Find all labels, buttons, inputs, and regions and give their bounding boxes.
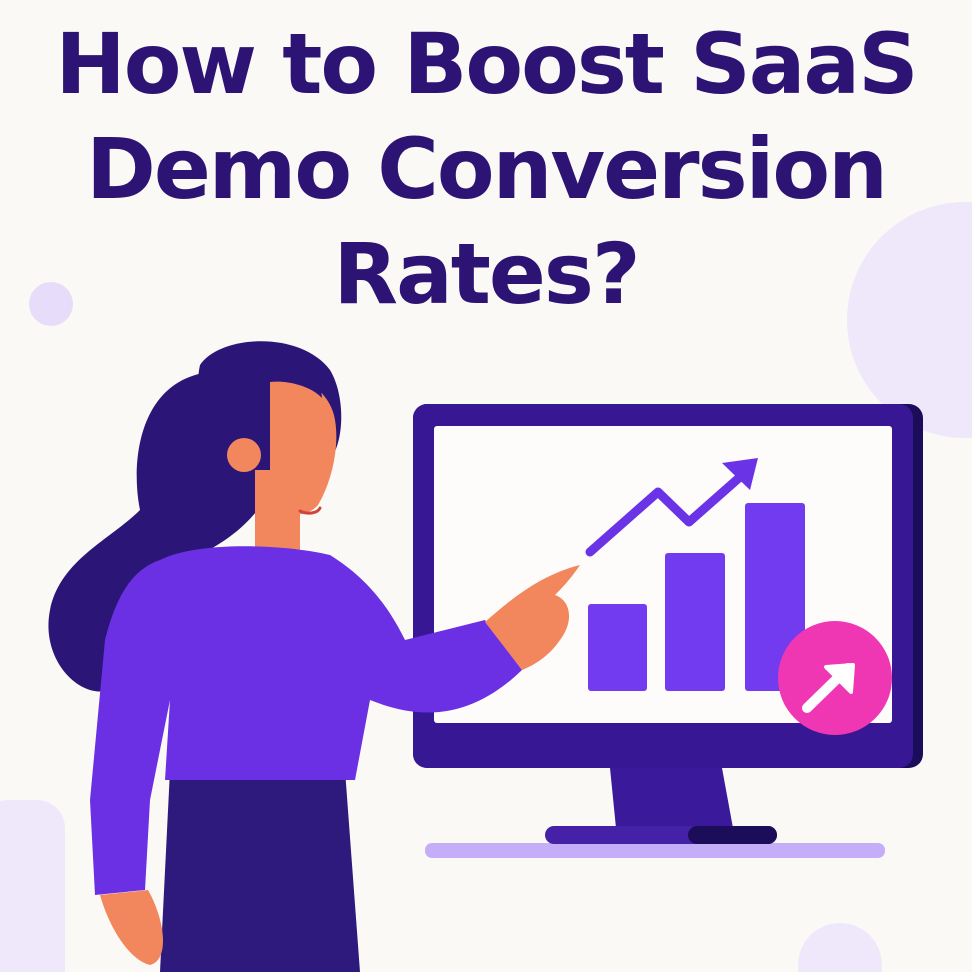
title-line-3: Rates?: [333, 225, 640, 323]
chart-bar: [665, 553, 725, 691]
title-line-1: How to Boost SaaS: [55, 15, 918, 113]
left-hand: [100, 890, 163, 965]
presenter-woman: [48, 341, 580, 972]
arrow-up-right-icon: [778, 621, 892, 735]
trend-arrowhead-icon: [722, 458, 758, 490]
ear: [227, 438, 261, 472]
shirt: [90, 546, 522, 800]
decor-dot: [29, 282, 73, 326]
monitor: [413, 404, 923, 858]
monitor-stand: [610, 768, 733, 828]
pants: [160, 770, 360, 972]
decor-block: [0, 800, 65, 972]
desk-shelf: [425, 843, 885, 858]
pointing-hand: [485, 565, 580, 670]
trend-line: [585, 472, 745, 557]
chart-bar: [588, 604, 647, 691]
decor-circle-bottom: [798, 923, 882, 972]
title-line-2: Demo Conversion: [86, 120, 888, 218]
face: [270, 377, 337, 515]
decor-circle: [847, 202, 972, 438]
